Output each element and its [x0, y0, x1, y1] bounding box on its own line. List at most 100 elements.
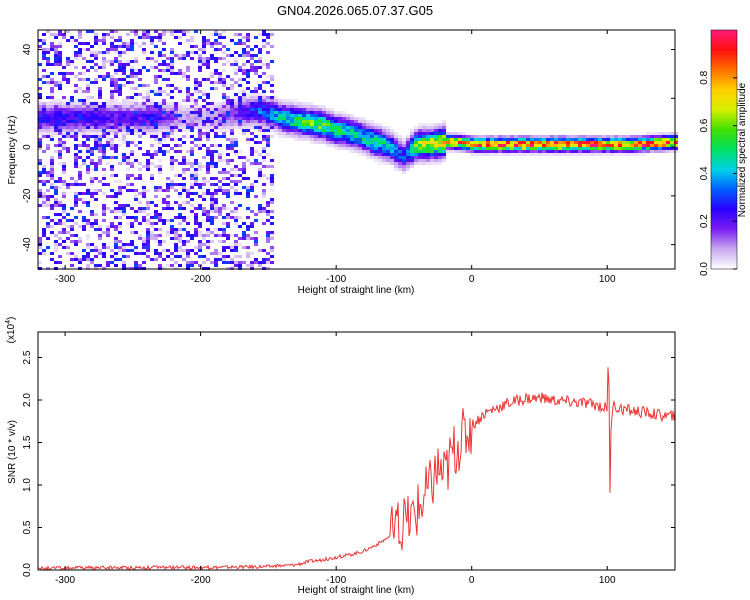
spectrogram-cell [74, 102, 78, 105]
spectrogram-cell [610, 138, 614, 141]
spectrogram-cell [230, 216, 234, 219]
spectrogram-cell [182, 141, 186, 144]
spectrogram-cell [66, 123, 70, 126]
spectrogram-cell [490, 135, 494, 138]
spectrogram-cell [178, 126, 182, 129]
spectrogram-cell [214, 87, 218, 90]
spectrogram-cell [146, 114, 150, 117]
spectrogram-cell [290, 129, 294, 132]
spectrogram-cell [322, 129, 326, 132]
spectrogram-cell [194, 177, 198, 180]
spectrogram-cell [530, 138, 534, 141]
spectrogram-cell [214, 189, 218, 192]
spectrogram-cell [162, 54, 166, 57]
spectrogram-cell [134, 198, 138, 201]
spectrogram-cell [166, 57, 170, 60]
spectrogram-cell [178, 72, 182, 75]
spectrogram-cell [106, 246, 110, 249]
spectrogram-cell [646, 138, 650, 141]
spectrogram-cell [194, 117, 198, 120]
spectrogram-cell [142, 108, 146, 111]
spectrogram-cell [198, 57, 202, 60]
spectrogram-cell [146, 162, 150, 165]
spectrogram-cell [246, 192, 250, 195]
spectrogram-cell [318, 108, 322, 111]
spectrogram-cell [662, 141, 666, 144]
spectrogram-cell [242, 168, 246, 171]
spectrogram-cell [218, 48, 222, 51]
spectrogram-cell [86, 219, 90, 222]
spectrogram-cell [110, 99, 114, 102]
spectrogram-cell [118, 66, 122, 69]
spectrogram-cell [550, 144, 554, 147]
spectrogram-cell [58, 150, 62, 153]
spectrogram-cell [94, 222, 98, 225]
spectrogram-cell [546, 147, 550, 150]
spectrogram-cell [470, 147, 474, 150]
spectrogram-cell [90, 96, 94, 99]
spectrogram-cell [274, 105, 278, 108]
spectrogram-cell [58, 153, 62, 156]
spectrogram-cell [374, 156, 378, 159]
spectrogram-cell [170, 60, 174, 63]
spectrogram-cell [78, 123, 82, 126]
spectrogram-cell [302, 105, 306, 108]
spectrogram-cell [254, 237, 258, 240]
spectrogram-cell [350, 129, 354, 132]
spectrogram-cell [578, 153, 582, 156]
spectrogram-cell [58, 30, 62, 33]
spectrogram-cell [210, 153, 214, 156]
spectrogram-cell [634, 135, 638, 138]
spectrogram-cell [262, 210, 266, 213]
spectrogram-cell [110, 210, 114, 213]
spectrogram-cell [122, 123, 126, 126]
spectrogram-cell [546, 144, 550, 147]
spectrogram-cell [218, 117, 222, 120]
spectrogram-cell [626, 153, 630, 156]
spectrogram-cell [334, 117, 338, 120]
spectrogram-cell [42, 198, 46, 201]
spectrogram-cell [142, 99, 146, 102]
spectrogram-cell [122, 117, 126, 120]
spectrogram-cell [154, 129, 158, 132]
spectrogram-cell [270, 210, 274, 213]
spectrogram-cell [90, 192, 94, 195]
spectrogram-cell [366, 123, 370, 126]
spectrogram-cell [206, 42, 210, 45]
spectrogram-cell [114, 258, 118, 261]
spectrogram-cell [50, 63, 54, 66]
spectrogram-cell [214, 192, 218, 195]
spectrogram-cell [106, 156, 110, 159]
spectrogram-cell [298, 120, 302, 123]
spectrogram-cell [78, 108, 82, 111]
spectrogram-cell [78, 120, 82, 123]
spectrogram-cell [442, 120, 446, 123]
spectrogram-cell [54, 57, 58, 60]
spectrogram-cell [502, 150, 506, 153]
spectrogram-cell [542, 147, 546, 150]
spectrogram-cell [138, 72, 142, 75]
spectrogram-cell [62, 210, 66, 213]
spectrogram-cell [274, 120, 278, 123]
spectrogram-cell [74, 234, 78, 237]
spectrogram-cell [614, 141, 618, 144]
spectrogram-cell [546, 138, 550, 141]
spectrogram-cell [242, 129, 246, 132]
spectrogram-cell [190, 111, 194, 114]
spectrogram-cell [130, 48, 134, 51]
spectrogram-cell [158, 132, 162, 135]
spectrogram-cell [70, 102, 74, 105]
spectrogram-cell [466, 144, 470, 147]
spectrogram-cell [54, 120, 58, 123]
spectrogram-cell [594, 144, 598, 147]
spectrogram-cell [58, 141, 62, 144]
spectrogram-cell [426, 132, 430, 135]
spectrogram-cell [370, 129, 374, 132]
spectrogram-cell [390, 144, 394, 147]
spectrogram-cell [186, 126, 190, 129]
spectrogram-cell [262, 30, 266, 33]
spectrogram-cell [98, 102, 102, 105]
spectrogram-cell [622, 138, 626, 141]
spectrogram-cell [74, 258, 78, 261]
snr-x-label: Height of straight line (km) [298, 585, 415, 596]
